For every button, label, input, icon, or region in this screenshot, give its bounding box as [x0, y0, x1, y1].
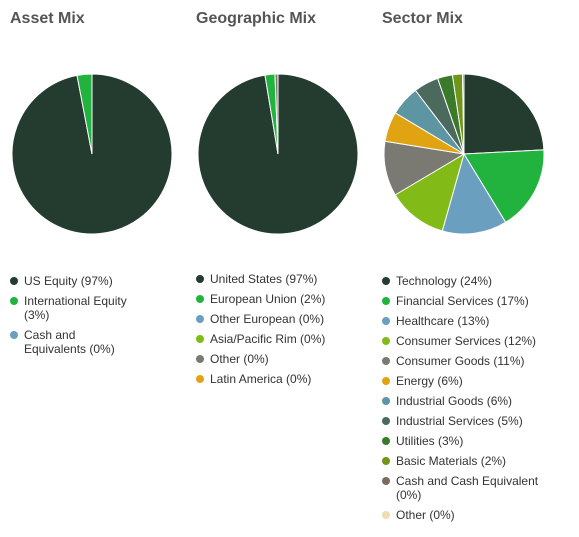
legend-label: Energy (6%) — [396, 374, 463, 388]
pie-slice-healthcare — [441, 152, 507, 235]
legend-swatch — [382, 477, 390, 485]
legend-swatch — [196, 275, 204, 283]
legend-label: Asia/Pacific Rim (0%) — [210, 332, 326, 346]
legend-item-consumer-services: Consumer Services (12%) — [382, 334, 552, 348]
legend-item-cash-and-equivalents: Cash and Equivalents (0%) — [10, 328, 130, 356]
legend-item-financial-services: Financial Services (17%) — [382, 294, 552, 308]
legend-label: Utilities (3%) — [396, 434, 464, 448]
geographic-mix-pie — [197, 73, 359, 235]
legend-item-healthcare: Healthcare (13%) — [382, 314, 552, 328]
legend-item-technology: Technology (24%) — [382, 274, 552, 288]
legend-item-cash-and-cash-equivalent: Cash and Cash Equivalent (0%) — [382, 474, 552, 502]
legend-swatch — [196, 295, 204, 303]
asset-mix-title: Asset Mix — [10, 10, 85, 27]
pie-slice-other — [274, 73, 279, 155]
legend-item-other: Other (0%) — [196, 352, 371, 366]
legend-label: Healthcare (13%) — [396, 314, 490, 328]
legend-swatch — [10, 277, 18, 285]
geographic-mix-legend: United States (97%) European Union (2%) Ot… — [196, 272, 371, 392]
legend-label: Financial Services (17%) — [396, 294, 529, 308]
legend-label: Cash and Equivalents (0%) — [24, 328, 115, 356]
legend-item-european-union: European Union (2%) — [196, 292, 371, 306]
legend-swatch — [382, 437, 390, 445]
legend-item-latin-america: Latin America (0%) — [196, 372, 371, 386]
pie-slice-consumer-services — [394, 152, 465, 232]
legend-swatch — [10, 297, 18, 305]
legend-swatch — [196, 335, 204, 343]
pie-slice-technology — [463, 73, 545, 155]
legend-item-industrial-services: Industrial Services (5%) — [382, 414, 552, 428]
legend-label: European Union (2%) — [210, 292, 326, 306]
legend-swatch — [10, 331, 18, 339]
legend-label: Other (0%) — [396, 508, 455, 522]
pie-slice-financial-services — [463, 149, 545, 224]
pie-slice-cash-and-cash-equivalent — [461, 73, 465, 155]
legend-item-other: Other (0%) — [382, 508, 552, 522]
legend-swatch — [382, 277, 390, 285]
legend-item-united-states: United States (97%) — [196, 272, 371, 286]
legend-label: Other (0%) — [210, 352, 269, 366]
legend-swatch — [382, 317, 390, 325]
legend-item-us-equity: US Equity (97%) — [10, 274, 130, 288]
legend-label: US Equity (97%) — [24, 274, 113, 288]
legend-item-consumer-goods: Consumer Goods (11%) — [382, 354, 552, 368]
legend-swatch — [382, 397, 390, 405]
asset-mix-pie — [11, 73, 173, 235]
legend-swatch — [382, 377, 390, 385]
legend-label: Cash and Cash Equivalent (0%) — [396, 474, 539, 502]
legend-label: International Equity (3%) — [24, 294, 127, 322]
legend-label: Industrial Services (5%) — [396, 414, 523, 428]
legend-item-international-equity: International Equity (3%) — [10, 294, 130, 322]
legend-swatch — [382, 457, 390, 465]
legend-label: Industrial Goods (6%) — [396, 394, 513, 408]
asset-mix-legend: US Equity (97%) International Equity (3%)… — [10, 274, 130, 362]
legend-swatch — [382, 417, 390, 425]
legend-label: Latin America (0%) — [210, 372, 312, 386]
legend-item-asia-pacific-rim: Asia/Pacific Rim (0%) — [196, 332, 371, 346]
legend-swatch — [196, 355, 204, 363]
pie-slice-international-equity — [76, 73, 93, 155]
legend-item-energy: Energy (6%) — [382, 374, 552, 388]
legend-label: Other European (0%) — [210, 312, 325, 326]
legend-swatch — [196, 315, 204, 323]
sector-mix-legend: Technology (24%) Financial Services (17%)… — [382, 274, 552, 528]
legend-swatch — [196, 375, 204, 383]
legend-label: Consumer Goods (11%) — [396, 354, 525, 368]
geographic-mix-title: Geographic Mix — [196, 10, 317, 27]
legend-swatch — [382, 511, 390, 519]
legend-item-basic-materials: Basic Materials (2%) — [382, 454, 552, 468]
legend-label: Basic Materials (2%) — [396, 454, 507, 468]
legend-label: United States (97%) — [210, 272, 318, 286]
legend-item-industrial-goods: Industrial Goods (6%) — [382, 394, 552, 408]
legend-swatch — [382, 297, 390, 305]
legend-label: Technology (24%) — [396, 274, 493, 288]
legend-item-other-european: Other European (0%) — [196, 312, 371, 326]
sector-mix-pie — [383, 73, 545, 235]
legend-label: Consumer Services (12%) — [396, 334, 537, 348]
sector-mix-title: Sector Mix — [382, 10, 463, 27]
legend-swatch — [382, 337, 390, 345]
legend-item-utilities: Utilities (3%) — [382, 434, 552, 448]
legend-swatch — [382, 357, 390, 365]
